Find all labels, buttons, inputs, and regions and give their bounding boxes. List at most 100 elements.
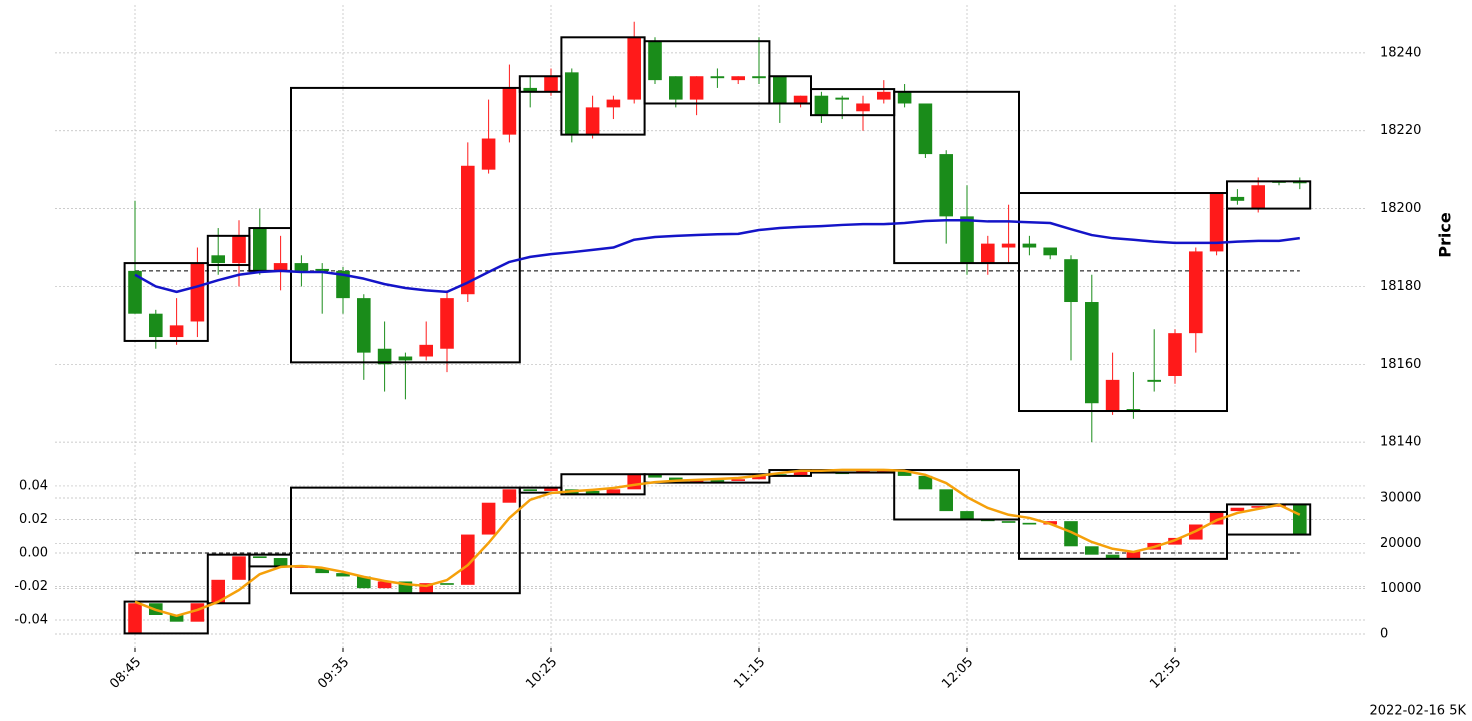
- candle-body: [440, 583, 454, 585]
- y-tick-label: 18240: [1380, 45, 1421, 60]
- candle-body: [918, 103, 933, 155]
- candle-body: [1126, 551, 1141, 559]
- candle-body: [939, 489, 953, 512]
- candle-body: [773, 76, 787, 104]
- y-tick-label: -0.02: [14, 579, 48, 594]
- candle-body: [648, 41, 662, 81]
- y-axis-label: Price: [1436, 212, 1455, 258]
- candle-body: [1022, 522, 1037, 525]
- candle-body: [1085, 302, 1099, 404]
- candle-body: [128, 603, 142, 634]
- range-box: [643, 40, 771, 105]
- candle-body: [273, 263, 288, 271]
- candle-body: [357, 576, 371, 589]
- candle-body: [377, 348, 392, 365]
- candle-body: [169, 325, 184, 338]
- candle-body: [835, 97, 849, 100]
- range-box: [123, 600, 209, 635]
- candle-body: [1230, 196, 1245, 201]
- candle-body: [315, 268, 329, 271]
- candle-body: [253, 556, 267, 559]
- candle-body: [1293, 504, 1307, 535]
- candle-body: [398, 356, 413, 361]
- candle-body: [232, 556, 246, 580]
- candle-body: [565, 72, 579, 135]
- candle-body: [585, 490, 600, 495]
- candle-body: [336, 270, 350, 299]
- candle-body: [689, 76, 704, 100]
- candle-body: [544, 487, 558, 491]
- candle-body: [627, 474, 641, 490]
- range-box: [1226, 180, 1312, 210]
- indicator-line: [134, 219, 1300, 294]
- y2-tick-label: 30000: [1380, 490, 1421, 505]
- candle-body: [211, 579, 225, 604]
- y2-tick-label: 20000: [1380, 536, 1421, 551]
- footer: 2022-02-16 5K: [1370, 704, 1467, 719]
- candle-body: [128, 270, 142, 314]
- range-box: [290, 486, 521, 595]
- candle-body: [669, 76, 683, 100]
- candle-body: [627, 37, 641, 100]
- range-box: [1226, 503, 1312, 536]
- candle-body: [1043, 247, 1057, 256]
- candle-body: [523, 87, 537, 92]
- candle-body: [1105, 554, 1120, 559]
- candle-body: [981, 243, 995, 264]
- y-tick-label: 0.04: [19, 478, 48, 493]
- x-tick-label: 11:15: [731, 655, 768, 692]
- candle-body: [606, 489, 621, 495]
- candle-body: [1230, 507, 1245, 512]
- candle-body: [1001, 243, 1016, 248]
- candle-body: [1064, 521, 1078, 547]
- y-tick-label: 18220: [1380, 123, 1421, 138]
- candle-body: [1022, 243, 1037, 248]
- indicator-line: [134, 468, 1301, 618]
- candle-body: [585, 107, 600, 135]
- candle-body: [1147, 379, 1161, 382]
- candle-body: [419, 583, 433, 594]
- candle-body: [1189, 251, 1203, 334]
- candle-body: [190, 263, 205, 322]
- y2-tick-label: 0: [1380, 626, 1388, 641]
- candle-body: [1105, 379, 1120, 412]
- candle-body: [211, 255, 225, 264]
- candle-body: [461, 534, 475, 585]
- candle-body: [294, 263, 309, 271]
- candle-body: [398, 581, 413, 594]
- candle-body: [669, 477, 683, 481]
- candle-body: [710, 480, 725, 483]
- candle-body: [752, 76, 766, 79]
- y2-tick-label: 10000: [1380, 581, 1421, 596]
- candle-body: [440, 298, 454, 349]
- x-tick-label: 10:25: [523, 655, 560, 692]
- candle-body: [897, 91, 912, 104]
- range-box: [643, 473, 771, 484]
- x-tick-label: 12:55: [1147, 655, 1184, 692]
- candle-body: [793, 95, 808, 104]
- candle-body: [481, 502, 496, 535]
- range-box: [206, 553, 251, 605]
- y-tick-label: -0.04: [14, 613, 48, 628]
- candle-body: [149, 313, 163, 338]
- candle-body: [960, 216, 974, 264]
- candle-body: [918, 475, 933, 490]
- candle-body: [939, 154, 953, 217]
- range-box: [290, 86, 521, 364]
- candle-body: [481, 138, 496, 170]
- candle-body: [419, 344, 433, 357]
- candle-body: [731, 76, 745, 81]
- y-tick-label: 18140: [1380, 435, 1421, 450]
- candle-body: [544, 76, 558, 92]
- candle-body: [1209, 193, 1224, 252]
- candle-body: [710, 76, 725, 79]
- candle-body: [502, 87, 517, 135]
- candle-body: [1064, 259, 1078, 303]
- candle-body: [523, 489, 537, 491]
- candle-body: [232, 235, 246, 264]
- range-box: [893, 90, 1021, 265]
- x-tick-label: 08:45: [107, 655, 144, 692]
- candle-body: [1168, 333, 1182, 376]
- candle-body: [606, 99, 621, 108]
- candle-body: [377, 581, 392, 589]
